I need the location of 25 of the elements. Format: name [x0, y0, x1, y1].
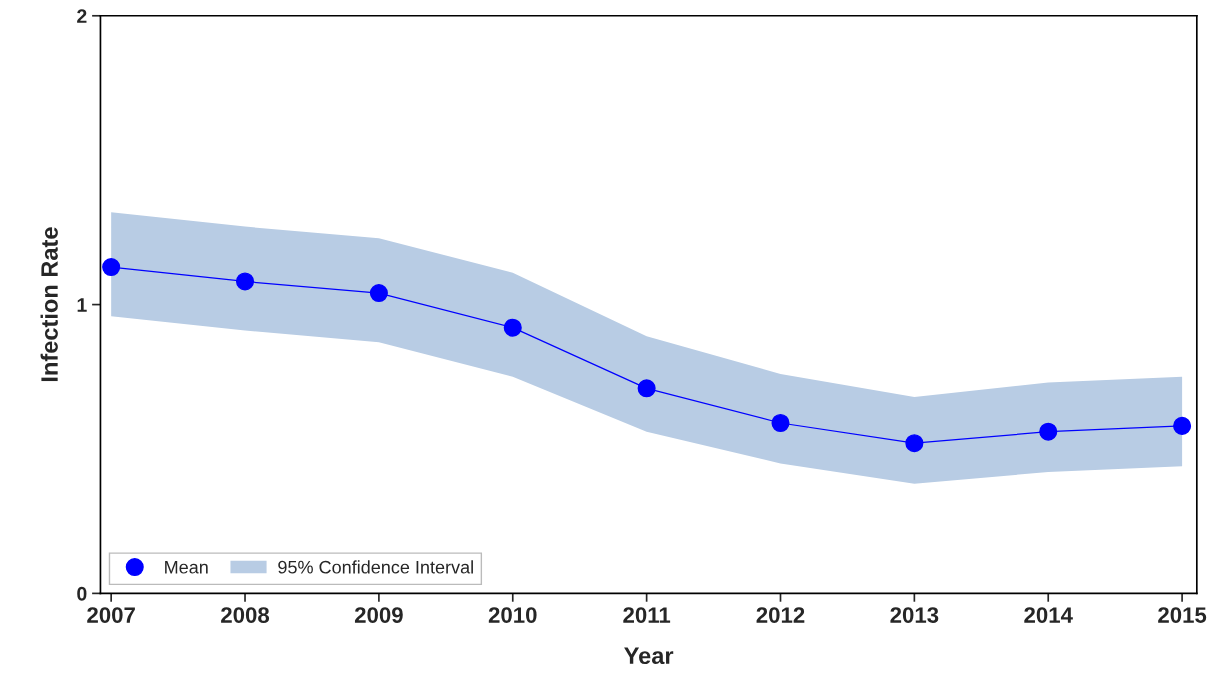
point — [771, 413, 790, 433]
y-tick-label: 1 — [77, 298, 87, 312]
x-tick-label: 2010 — [488, 607, 537, 623]
x-tick-label: 2015 — [1158, 607, 1207, 623]
point — [369, 284, 388, 303]
y-tick-label: 2 — [77, 9, 87, 23]
x-tick-label: 2014 — [1024, 607, 1073, 623]
x-axis-title: Year — [624, 647, 674, 665]
x-tick-label: 2012 — [756, 607, 805, 623]
point — [1039, 422, 1058, 441]
x-tick-label: 2009 — [354, 607, 403, 623]
point — [503, 318, 522, 337]
x-tick-label: 2011 — [623, 607, 671, 623]
point — [235, 272, 255, 291]
point — [102, 258, 121, 277]
legend-label: Mean — [165, 560, 208, 574]
y-axis-title: Infection Rate — [40, 227, 58, 382]
point — [637, 379, 656, 398]
x-tick-label: 2007 — [87, 607, 135, 623]
point — [905, 434, 924, 453]
point — [1173, 416, 1192, 435]
x-tick-label: 2013 — [890, 607, 939, 623]
x-tick-label: 2008 — [221, 607, 270, 623]
y-tick-label: 0 — [77, 586, 87, 601]
annotation: 95% Confidence Interval — [278, 560, 473, 574]
